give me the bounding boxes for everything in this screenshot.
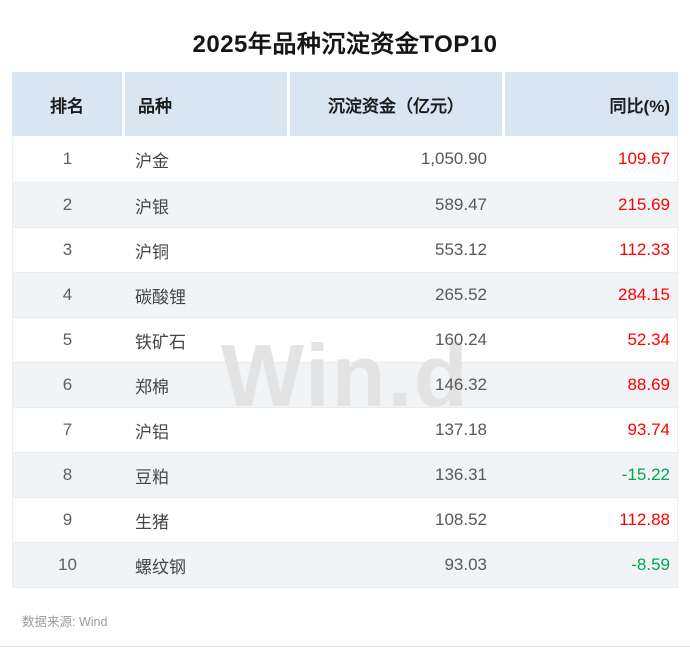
- cell-name: 螺纹钢: [135, 557, 186, 577]
- cell-funds: 553.12: [435, 240, 487, 259]
- cell-name: 豆粕: [135, 467, 169, 487]
- cell-rank: 8: [62, 465, 73, 484]
- cell-yoy: 109.67: [618, 149, 670, 168]
- cell-rank: 6: [62, 375, 73, 394]
- cell-funds: 1,050.90: [420, 149, 487, 168]
- cell-name: 沪银: [135, 197, 169, 217]
- cell-funds: 137.18: [435, 420, 487, 439]
- column-header-funds: 沉淀资金（亿元）: [287, 72, 502, 136]
- table-row: 1 沪金 1,050.90 109.67: [13, 136, 677, 182]
- table-row: 7 沪铝 137.18 93.74: [13, 407, 677, 452]
- column-header-variety: 品种: [122, 72, 287, 136]
- table-row: 8 豆粕 136.31 -15.22: [13, 452, 677, 497]
- cell-name: 碳酸锂: [135, 287, 186, 307]
- table-header-row: 排名 品种 沉淀资金（亿元） 同比(%): [12, 72, 678, 136]
- cell-funds: 160.24: [435, 330, 487, 349]
- bottom-divider: [0, 646, 690, 647]
- cell-yoy: 215.69: [618, 195, 670, 214]
- page-title: 2025年品种沉淀资金TOP10: [192, 31, 498, 58]
- cell-rank: 10: [58, 555, 77, 574]
- cell-yoy: 52.34: [627, 330, 670, 349]
- data-source-caption: 数据来源: Wind: [22, 615, 108, 629]
- cell-yoy: 112.33: [619, 240, 670, 259]
- cell-name: 生猪: [135, 512, 169, 532]
- cell-funds: 108.52: [435, 510, 487, 529]
- cell-yoy: -8.59: [631, 555, 670, 574]
- cell-yoy: 93.74: [627, 420, 670, 439]
- cell-name: 沪金: [135, 151, 169, 171]
- cell-yoy: -15.22: [621, 465, 670, 484]
- cell-rank: 2: [62, 195, 73, 214]
- table-row: 10 螺纹钢 93.03 -8.59: [13, 542, 677, 587]
- cell-rank: 7: [62, 420, 73, 439]
- cell-name: 郑棉: [135, 377, 169, 397]
- cell-name: 铁矿石: [135, 332, 186, 352]
- cell-funds: 265.52: [435, 285, 487, 304]
- cell-yoy: 112.88: [619, 510, 670, 529]
- table-row: 6 郑棉 146.32 88.69: [13, 362, 677, 407]
- cell-yoy: 284.15: [618, 285, 670, 304]
- table-body: Win.d 1 沪金 1,050.90 109.67 2 沪银 589.47 215.69 3 沪…: [12, 136, 678, 588]
- cell-funds: 146.32: [435, 375, 487, 394]
- cell-funds: 136.31: [435, 465, 487, 484]
- cell-funds: 589.47: [435, 195, 487, 214]
- data-table: 排名 品种 沉淀资金（亿元） 同比(%) Win.d 1 沪金 1,050.90 10…: [12, 72, 678, 588]
- cell-name: 沪铜: [135, 242, 169, 262]
- column-header-yoy: 同比(%): [502, 72, 678, 136]
- cell-rank: 9: [62, 510, 73, 529]
- cell-name: 沪铝: [135, 422, 169, 442]
- cell-rank: 4: [62, 285, 73, 304]
- cell-funds: 93.03: [444, 555, 487, 574]
- column-header-rank: 排名: [12, 72, 122, 136]
- cell-rank: 1: [62, 149, 73, 168]
- table-row: 9 生猪 108.52 112.88: [13, 497, 677, 542]
- cell-rank: 3: [62, 240, 73, 259]
- table-row: 5 铁矿石 160.24 52.34: [13, 317, 677, 362]
- cell-rank: 5: [62, 330, 73, 349]
- table-row: 2 沪银 589.47 215.69: [13, 182, 677, 227]
- cell-yoy: 88.69: [627, 375, 670, 394]
- table-row: 4 碳酸锂 265.52 284.15: [13, 272, 677, 317]
- table-row: 3 沪铜 553.12 112.33: [13, 227, 677, 272]
